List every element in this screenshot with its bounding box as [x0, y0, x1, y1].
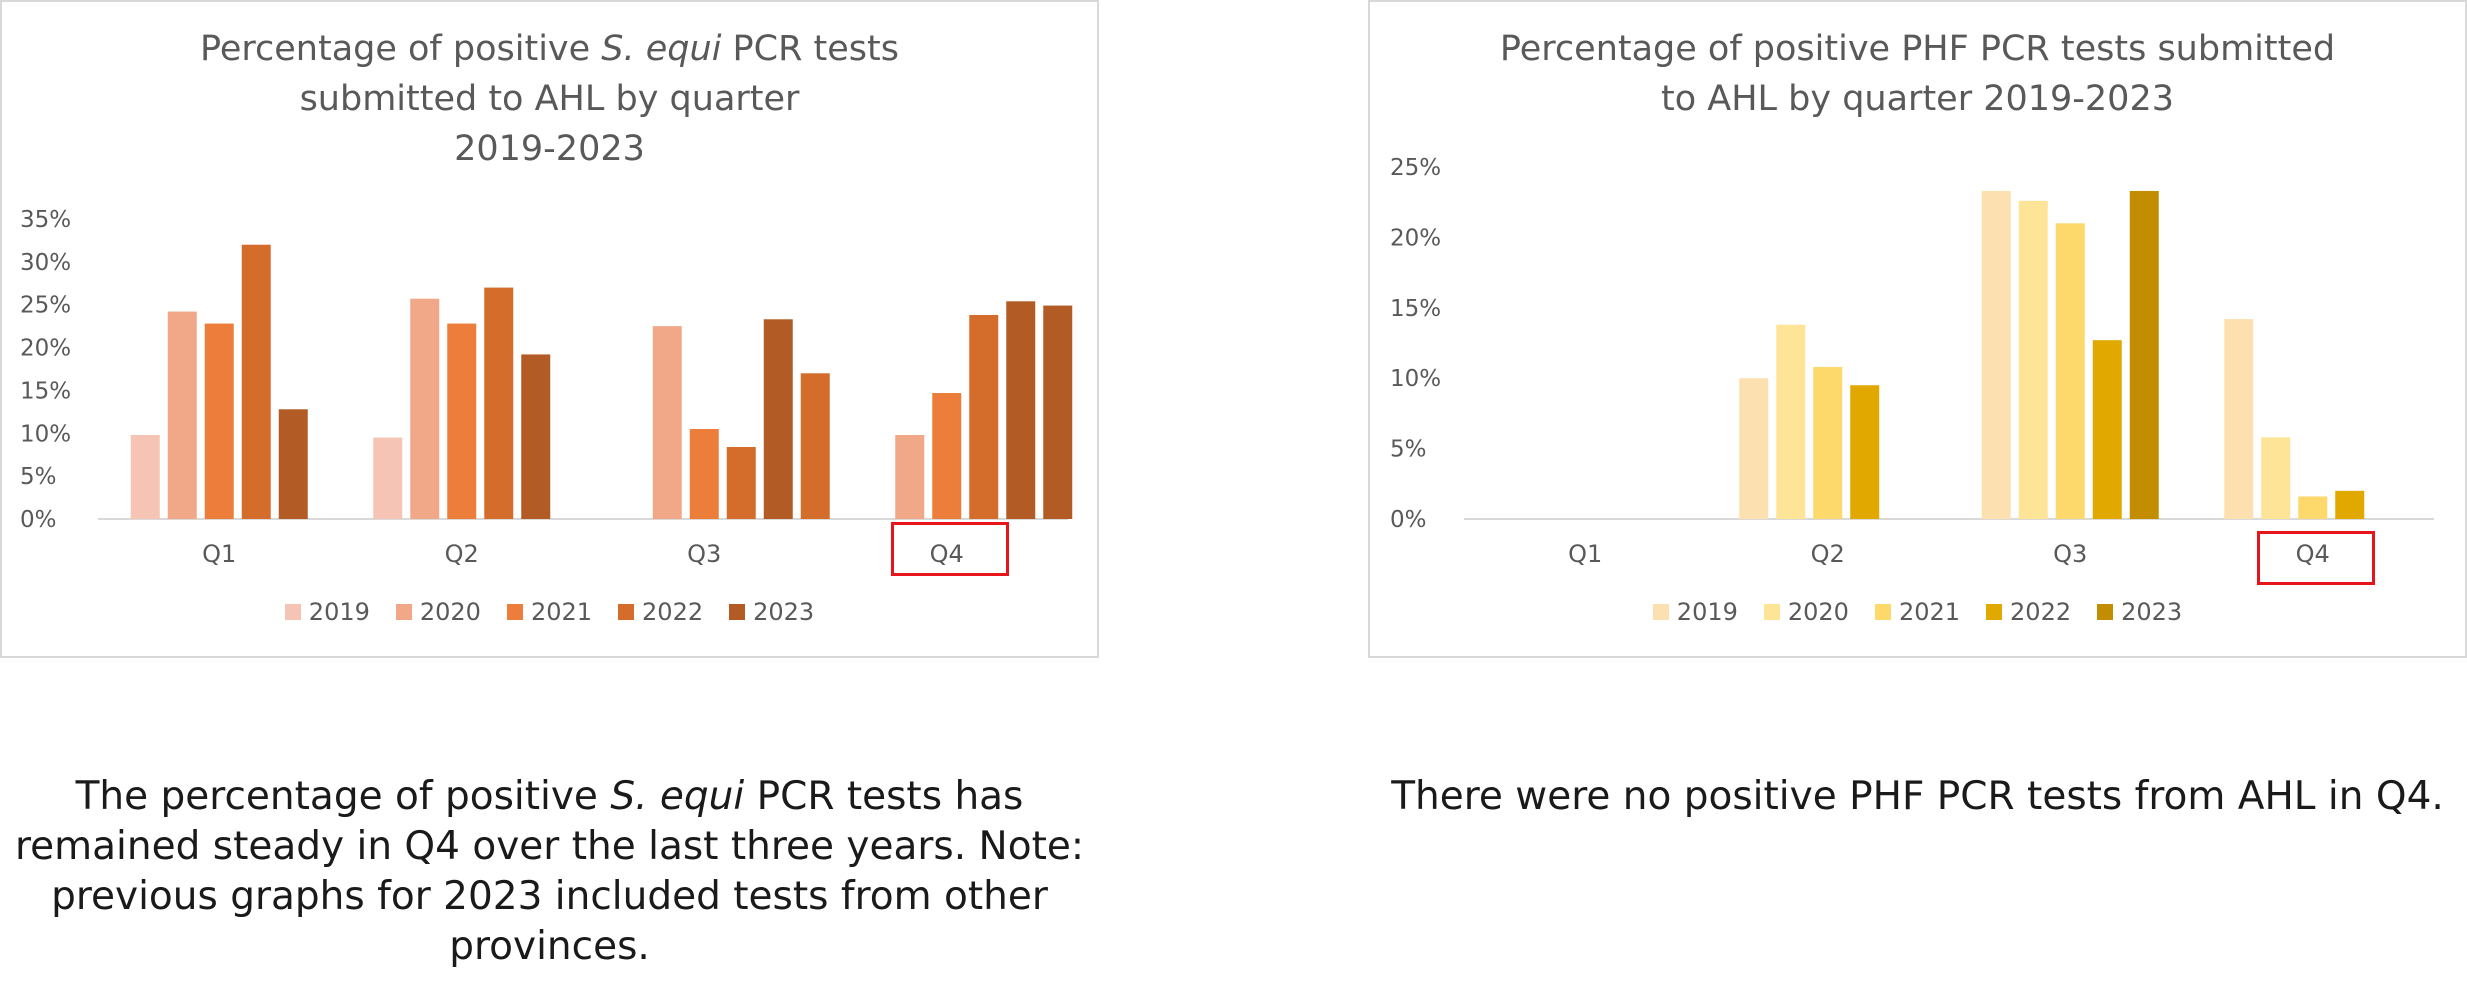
legend-swatch: [506, 604, 523, 620]
bar-2019-q2: [1739, 378, 1769, 519]
y-tick-label: 20%: [1390, 225, 1441, 251]
bar-2021-q4: [932, 393, 962, 519]
bar-2023-q4: [1006, 301, 1036, 519]
y-tick-label: 5%: [1390, 437, 1427, 463]
bar-2020-q3: [652, 326, 682, 519]
legend-swatch: [1652, 604, 1669, 620]
y-tick-label: 15%: [1390, 296, 1441, 322]
legend-swatch: [618, 604, 635, 620]
legend-label: 2020: [419, 598, 481, 626]
legend-item-2019: 2019: [284, 598, 370, 626]
bar-2019-q2: [373, 437, 403, 519]
y-tick-label: 35%: [20, 207, 71, 233]
x-tick-label: Q3: [2053, 540, 2087, 568]
legend-label: 2021: [530, 598, 593, 626]
legend-swatch: [2097, 604, 2114, 620]
legend-item-2020: 2020: [395, 598, 481, 626]
y-tick-label: 0%: [1390, 507, 1427, 533]
legend-item-2020: 2020: [1763, 598, 1849, 626]
bar-2022-q3: [2092, 340, 2122, 519]
y-tick-label: 25%: [1390, 155, 1441, 181]
bar-2020-q2: [410, 298, 440, 519]
legend-label: 2023: [2121, 598, 2183, 626]
q4-highlight-box: [2257, 531, 2375, 585]
chart-phf: Percentage of positive PHF PCR tests sub…: [1368, 0, 2467, 658]
legend-label: 2023: [753, 598, 815, 626]
legend-label: 2022: [2010, 598, 2072, 626]
legend-swatch: [1986, 604, 2003, 620]
y-tick-label: 30%: [20, 250, 71, 276]
legend-label: 2022: [642, 598, 704, 626]
bar-extra-q3: [800, 373, 830, 519]
bar-2020-q4: [895, 435, 925, 519]
x-tick-label: Q2: [1811, 540, 1845, 568]
legend-phf: 2019 2020 2021 2022 2023: [1370, 598, 2465, 626]
bar-extra-q4: [1043, 305, 1073, 519]
legend-label: 2020: [1787, 598, 1849, 626]
x-tick-label: Q4: [930, 540, 964, 568]
legend-label: 2021: [1898, 598, 1961, 626]
legend-item-2023: 2023: [729, 598, 814, 626]
bar-2022-q1: [241, 244, 271, 519]
bar-2021-q2: [1813, 366, 1843, 519]
plot-area-phf: 0% 5% 10% 15% 20% 25% Q1 Q2 Q3 Q4: [1390, 155, 2434, 568]
bar-2022-q4: [969, 315, 999, 519]
bar-2022-q2: [1850, 385, 1880, 519]
y-tick-label: 10%: [20, 421, 71, 447]
bar-2020-q3: [2018, 200, 2048, 520]
bar-2023-q2: [521, 354, 551, 519]
bar-2023-q1: [278, 409, 308, 519]
bar-2019-q1: [130, 435, 160, 519]
legend-item-2022: 2022: [1986, 598, 2071, 626]
legend-swatch: [284, 604, 301, 620]
legend-swatch: [1763, 604, 1780, 620]
bar-2021-q1: [204, 323, 234, 519]
bar-2023-q3: [2129, 190, 2159, 519]
y-tick-label: 10%: [1390, 366, 1441, 392]
x-tick-label: Q1: [1568, 540, 1602, 568]
bar-2021-q2: [447, 323, 477, 519]
legend-item-2023: 2023: [2097, 598, 2182, 626]
bar-2022-q4: [2335, 490, 2365, 519]
bar-2020-q2: [1776, 324, 1806, 519]
bar-2019-q3: [1981, 190, 2011, 519]
q4-highlight-box: [891, 522, 1009, 576]
x-tick-label: Q3: [687, 540, 721, 568]
bar-2021-q3: [689, 429, 719, 519]
bar-2021-q3: [2055, 223, 2085, 519]
legend-s-equi: 2019 2020 2021 2022 2023: [2, 598, 1097, 626]
bar-2023-q3: [763, 319, 793, 519]
x-tick-label: Q1: [202, 540, 236, 568]
y-tick-label: 25%: [20, 293, 71, 319]
legend-swatch: [729, 604, 746, 620]
legend-item-2022: 2022: [618, 598, 703, 626]
x-tick-label: Q4: [2296, 540, 2330, 568]
bar-2020-q1: [167, 311, 197, 519]
legend-label: 2019: [308, 598, 370, 626]
bar-2021-q4: [2298, 496, 2328, 519]
y-tick-label: 20%: [20, 336, 71, 362]
bar-2022-q2: [484, 287, 514, 519]
plot-area-s-equi: 0% 5% 10% 15% 20% 25% 30% 35% Q1 Q2 Q3 Q4: [20, 207, 1073, 568]
bar-2020-q4: [2261, 437, 2291, 519]
legend-swatch: [395, 604, 412, 620]
caption-phf: There were no positive PHF PCR tests fro…: [1391, 774, 2444, 819]
y-tick-label: 15%: [20, 378, 71, 404]
bar-2019-q4: [2224, 319, 2254, 519]
legend-label: 2019: [1676, 598, 1738, 626]
legend-item-2019: 2019: [1652, 598, 1738, 626]
legend-item-2021: 2021: [1874, 598, 1961, 626]
legend-item-2021: 2021: [506, 598, 593, 626]
chart-title-s-equi: Percentage of positive S. equi PCR tests…: [200, 29, 899, 169]
caption-s-equi: The percentage of positive S. equi PCR t…: [14, 774, 1084, 969]
y-tick-label: 0%: [20, 507, 57, 533]
bar-2022-q3: [726, 447, 756, 519]
y-tick-label: 5%: [20, 464, 57, 490]
x-tick-label: Q2: [445, 540, 479, 568]
chart-title-phf: Percentage of positive PHF PCR tests sub…: [1499, 29, 2336, 119]
chart-s-equi: Percentage of positive S. equi PCR tests…: [0, 0, 1099, 658]
legend-swatch: [1874, 604, 1891, 620]
